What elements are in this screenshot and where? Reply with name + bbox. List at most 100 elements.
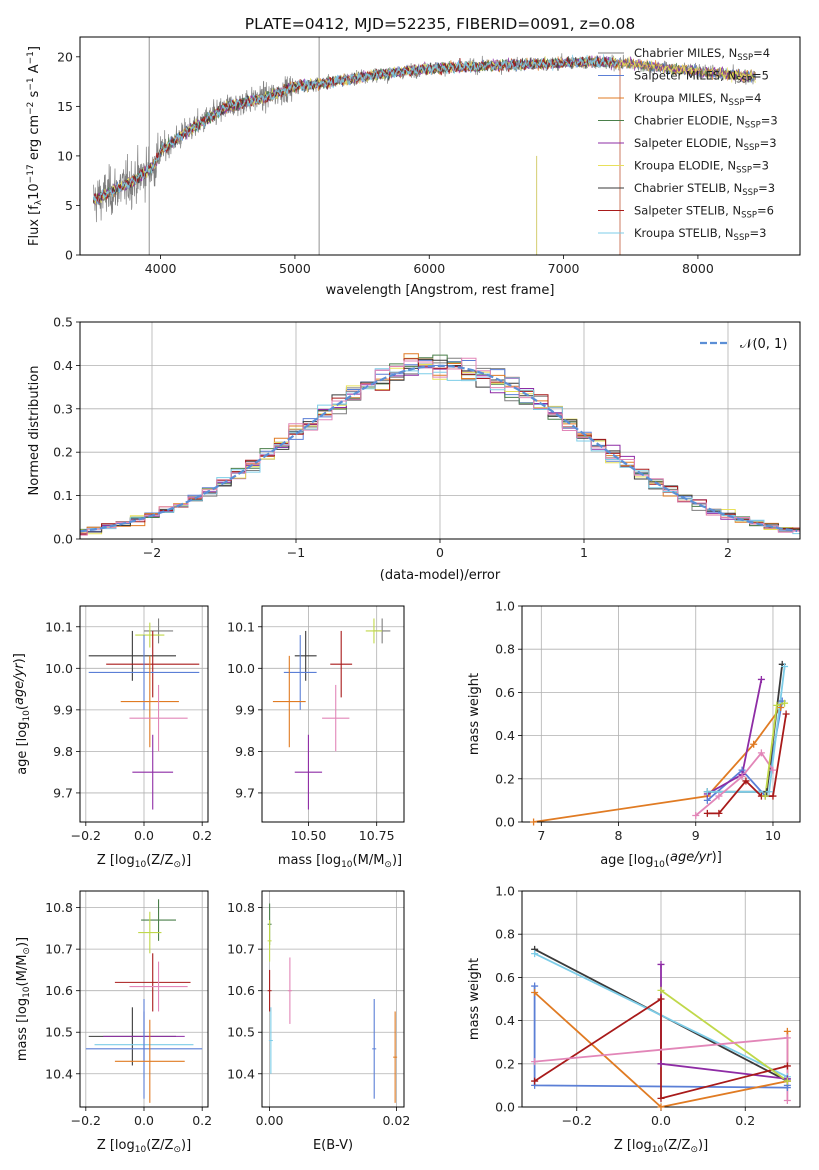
weight-marker bbox=[657, 995, 665, 1003]
x-axis-label: Z [log10(Z/Z⊙)] bbox=[97, 853, 191, 870]
y-tick-label: 10.7 bbox=[227, 942, 255, 957]
y-tick-label: 0.6 bbox=[495, 685, 515, 700]
x-tick-label: 8 bbox=[615, 828, 623, 843]
y-axis-label: Normed distribution bbox=[27, 366, 42, 496]
age_vs_mass-frame bbox=[261, 605, 405, 823]
weight-marker bbox=[750, 740, 758, 748]
weight-line bbox=[533, 706, 782, 822]
y-tick-label: 5 bbox=[65, 198, 73, 213]
x-tick-label: 10 bbox=[765, 828, 781, 843]
y-tick-label: 10.6 bbox=[227, 983, 255, 998]
legend-entry: Chabrier ELODIE, NSSP=3 bbox=[634, 114, 778, 131]
x-tick-label: −0.2 bbox=[562, 1113, 592, 1128]
y-tick-label: 10.0 bbox=[45, 661, 73, 676]
x-tick-label: 7 bbox=[537, 828, 545, 843]
weight-marker bbox=[757, 749, 765, 757]
weight-marker bbox=[738, 773, 746, 781]
y-tick-label: 0.2 bbox=[53, 445, 73, 460]
legend-entry: Kroupa STELIB, NSSP=3 bbox=[634, 226, 766, 243]
y-tick-label: 20 bbox=[57, 49, 73, 64]
y-tick-label: 9.8 bbox=[235, 744, 255, 759]
weight-marker bbox=[761, 792, 769, 800]
x-tick-label: 9 bbox=[692, 828, 700, 843]
weight-marker bbox=[657, 960, 665, 968]
y-tick-label: 0.0 bbox=[495, 815, 515, 830]
weight-marker bbox=[765, 788, 773, 796]
x-tick-label: 0.02 bbox=[382, 1113, 410, 1128]
y-axis-label: Flux [fλ10−17 erg cm−2 s−1 A−1] bbox=[26, 46, 44, 246]
x-axis-label: (data-model)/error bbox=[380, 568, 501, 583]
legend-entry: Salpeter MILES, NSSP=5 bbox=[634, 69, 769, 86]
weight-marker bbox=[531, 982, 539, 990]
y-tick-label: 0.5 bbox=[53, 315, 73, 330]
weight-marker bbox=[783, 1027, 791, 1035]
weight-marker bbox=[715, 792, 723, 800]
x-axis-label: age [log10(age/yr)] bbox=[600, 850, 722, 870]
x-tick-label: 5000 bbox=[279, 261, 311, 276]
chart-title: PLATE=0412, MJD=52235, FIBERID=0091, z=0… bbox=[245, 15, 635, 33]
age_vs_Z-plot-area bbox=[88, 618, 200, 810]
weight-marker bbox=[531, 1058, 539, 1066]
x-tick-label: 2 bbox=[724, 545, 732, 560]
normal-curve bbox=[80, 364, 798, 533]
weight-marker bbox=[657, 986, 665, 994]
y-axis-label: mass weight bbox=[467, 673, 482, 755]
y-tick-label: 10.0 bbox=[227, 661, 255, 676]
y-tick-label: 10.1 bbox=[227, 619, 255, 634]
y-tick-label: 10.4 bbox=[45, 1066, 73, 1081]
weight-marker bbox=[773, 701, 781, 709]
weight-marker bbox=[769, 766, 777, 774]
x-tick-label: 0.0 bbox=[134, 828, 154, 843]
y-tick-label: 15 bbox=[57, 99, 73, 114]
y-tick-label: 10.4 bbox=[227, 1066, 255, 1081]
weight-marker bbox=[530, 818, 538, 826]
residuals-plot-area bbox=[80, 353, 800, 536]
spectrum-frame bbox=[79, 36, 801, 256]
age_vs_mass-plot-area bbox=[272, 618, 391, 810]
y-tick-label: 0.4 bbox=[53, 358, 73, 373]
x-tick-label: 1 bbox=[580, 545, 588, 560]
x-tick-label: 7000 bbox=[548, 261, 580, 276]
y-tick-label: 0.6 bbox=[495, 970, 515, 985]
y-tick-label: 0.1 bbox=[53, 488, 73, 503]
y-tick-label: 0.2 bbox=[495, 1056, 515, 1071]
y-tick-label: 0 bbox=[65, 248, 73, 263]
y-tick-label: 10.8 bbox=[45, 900, 73, 915]
mass_vs_ebv-frame bbox=[261, 890, 405, 1108]
y-tick-label: 0.4 bbox=[495, 1013, 515, 1028]
x-tick-label: −0.2 bbox=[71, 828, 101, 843]
x-tick-label: 0 bbox=[436, 545, 444, 560]
legend-entry: Salpeter STELIB, NSSP=6 bbox=[634, 204, 774, 221]
residual-histogram bbox=[80, 357, 800, 536]
x-axis-label: wavelength [Angstrom, rest frame] bbox=[326, 283, 555, 298]
weight-marker bbox=[782, 710, 790, 718]
weight-marker bbox=[657, 1094, 665, 1102]
x-tick-label: 10.50 bbox=[291, 828, 327, 843]
y-axis-label: age [log10(age/yr)] bbox=[12, 653, 32, 775]
x-tick-label: −0.2 bbox=[71, 1113, 101, 1128]
y-tick-label: 0.2 bbox=[495, 771, 515, 786]
weight_vs_age-frame bbox=[521, 605, 801, 823]
weight-marker bbox=[783, 1062, 791, 1070]
x-tick-label: 4000 bbox=[145, 261, 177, 276]
y-axis-label: mass [log10(M/M⊙)] bbox=[15, 937, 32, 1061]
y-tick-label: 0.0 bbox=[53, 532, 73, 547]
y-axis-label: mass weight bbox=[467, 958, 482, 1040]
weight-marker bbox=[777, 704, 785, 712]
weight-marker bbox=[692, 812, 700, 820]
mass_vs_Z-plot-area bbox=[85, 899, 203, 1103]
weight-marker bbox=[657, 1103, 665, 1111]
weight-marker bbox=[769, 792, 777, 800]
y-tick-label: 0.3 bbox=[53, 401, 73, 416]
y-tick-label: 9.7 bbox=[53, 785, 73, 800]
y-tick-label: 10.8 bbox=[227, 900, 255, 915]
legend-entry: Chabrier STELIB, NSSP=3 bbox=[634, 181, 775, 198]
x-tick-label: 0.2 bbox=[192, 1113, 212, 1128]
residual-histogram bbox=[80, 368, 800, 535]
weight-line bbox=[534, 997, 788, 1100]
legend-entry: 𝒩(0, 1) bbox=[740, 337, 787, 352]
weight-line bbox=[660, 989, 788, 1082]
x-axis-label: Z [log10(Z/Z⊙)] bbox=[614, 1138, 708, 1155]
weight-marker bbox=[781, 662, 789, 670]
weight-marker bbox=[703, 796, 711, 804]
